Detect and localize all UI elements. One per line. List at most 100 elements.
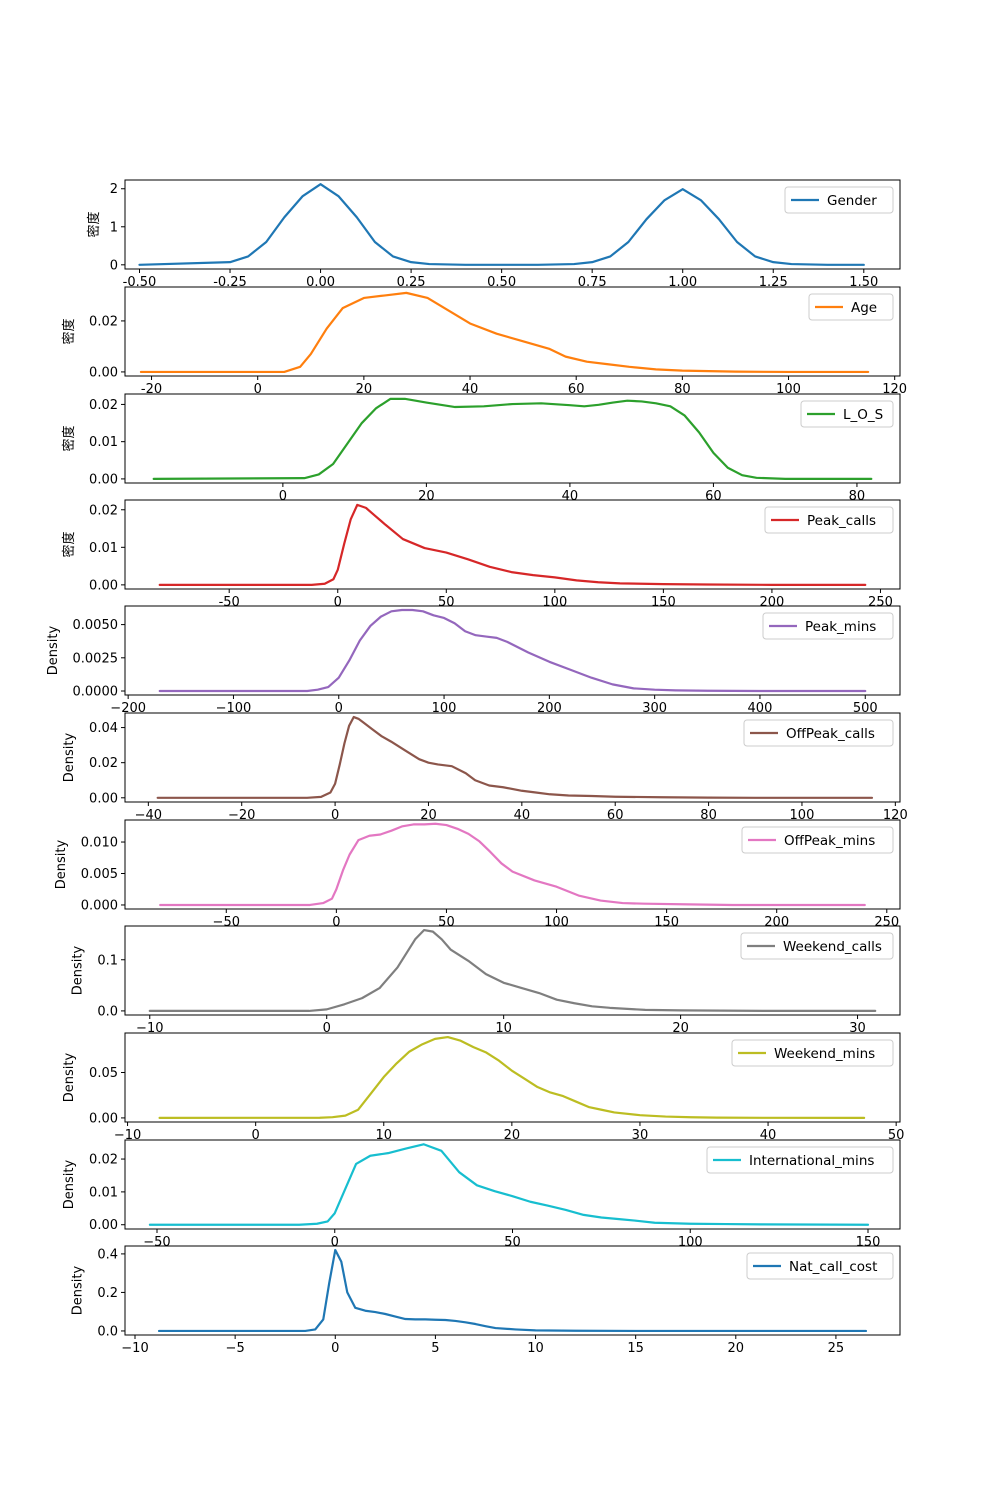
axes-frame (124, 1032, 901, 1123)
y-tick-label: 0.02 (89, 756, 118, 771)
series-line-Age (139, 291, 870, 374)
y-tick-label: 2 (110, 182, 118, 197)
x-tick-label: −50 (213, 915, 240, 930)
subplot-11: −10 −5 0 5 10 15 20 25 0.0 0.2 0.4 Density Nat_call_… (70, 1245, 901, 1356)
x-tick-label: 40 (514, 808, 531, 823)
y-tick-label: 0.4 (97, 1247, 118, 1262)
subplot-5: −200 −100 0 100 200 300 400 500 0.0000 0.0025 0.00… (46, 605, 901, 716)
y-axis-label: Density (70, 945, 85, 995)
x-tick-label: 500 (853, 701, 878, 716)
x-tick-label: 20 (504, 1128, 521, 1143)
y-tick-label: 1 (110, 220, 118, 235)
series-line-Weekend_mins (158, 1035, 866, 1120)
subplot-3: 0 20 40 60 80 0.00 0.01 0.02 密度 L_O_S (61, 393, 901, 504)
x-tick-label: 40 (760, 1128, 777, 1143)
x-tick-label: 40 (462, 382, 479, 397)
x-tick-label: 1.00 (668, 275, 697, 290)
y-tick-label: 0.000 (81, 898, 118, 913)
x-tick-label: 0.50 (487, 275, 516, 290)
series-line-Peak_mins (158, 608, 867, 693)
x-tick-label: 60 (607, 808, 624, 823)
x-tick-label: 200 (760, 595, 785, 610)
legend-label: OffPeak_calls (786, 726, 875, 742)
legend-label: OffPeak_mins (784, 833, 875, 849)
legend-label: Peak_mins (805, 619, 876, 635)
x-tick-label: 20 (420, 808, 437, 823)
x-tick-label: 0 (331, 1235, 339, 1250)
x-tick-label: 20 (418, 489, 435, 504)
x-tick-label: 80 (674, 382, 691, 397)
x-tick-label: 100 (542, 595, 567, 610)
legend: L_O_S (800, 400, 894, 428)
x-tick-label: 100 (432, 701, 457, 716)
y-tick-label: 0.00 (89, 1111, 118, 1126)
x-tick-label: 150 (654, 915, 679, 930)
series-line-International_mins (148, 1143, 870, 1226)
y-tick-label: 0.00 (89, 1218, 118, 1233)
x-tick-label: 0 (335, 701, 343, 716)
x-tick-label: 250 (874, 915, 899, 930)
x-tick-label: 80 (849, 489, 866, 504)
legend-box (808, 293, 894, 321)
axes-frame (124, 179, 901, 270)
series-line-Nat_call_cost (157, 1248, 868, 1333)
subplot-8: −10 0 10 20 30 0.0 0.1 Density Weekend_calls (70, 925, 901, 1036)
legend-label: L_O_S (843, 407, 883, 423)
x-tick-label: 0.25 (397, 275, 426, 290)
legend-box (784, 186, 894, 214)
y-tick-label: 0.05 (89, 1066, 118, 1081)
subplot-1: -0.50 -0.25 0.00 0.25 0.50 0.75 1.00 1.25 1.50 0 1… (86, 179, 901, 290)
x-tick-label: 0 (334, 595, 342, 610)
x-tick-label: 10 (375, 1128, 392, 1143)
y-tick-label: 0.02 (89, 503, 118, 518)
y-axis-label: Density (54, 839, 69, 889)
legend-box (746, 1252, 894, 1280)
x-tick-label: 0 (252, 1128, 260, 1143)
y-tick-label: 0.00 (89, 365, 118, 380)
legend-box (741, 826, 894, 854)
x-tick-label: −40 (135, 808, 162, 823)
legend-label: International_mins (749, 1153, 874, 1169)
x-tick-label: 25 (828, 1341, 845, 1356)
legend-label: Weekend_mins (774, 1046, 875, 1062)
x-tick-label: 120 (883, 808, 908, 823)
legend: International_mins (706, 1146, 894, 1174)
subplot-6: −40 −20 0 20 40 60 80 100 120 0.00 0.02 0.04 Density… (62, 712, 908, 823)
x-tick-label: 80 (700, 808, 717, 823)
x-tick-label: 30 (632, 1128, 649, 1143)
legend: OffPeak_calls (743, 719, 894, 747)
y-axis-label: Density (62, 1159, 77, 1209)
x-tick-label: −50 (143, 1235, 170, 1250)
legend-box (743, 719, 894, 747)
x-tick-label: 20 (672, 1021, 689, 1036)
y-tick-label: 0.02 (89, 1153, 118, 1168)
y-tick-label: 0.0 (97, 1324, 118, 1339)
series-line-Peak_calls (158, 503, 867, 586)
x-tick-label: 250 (868, 595, 893, 610)
x-tick-label: -50 (219, 595, 240, 610)
x-tick-label: 0 (332, 915, 340, 930)
y-tick-label: 0.02 (89, 314, 118, 329)
x-tick-label: 10 (527, 1341, 544, 1356)
x-tick-label: 200 (764, 915, 789, 930)
x-tick-label: 100 (776, 382, 801, 397)
x-tick-label: 100 (678, 1235, 703, 1250)
legend-box (764, 506, 894, 534)
legend-box (800, 400, 894, 428)
y-tick-label: 0.01 (89, 1185, 118, 1200)
legend-label: Weekend_calls (783, 939, 882, 955)
x-tick-label: 50 (438, 915, 455, 930)
x-tick-label: -0.25 (213, 275, 247, 290)
legend: Peak_mins (762, 612, 894, 640)
x-tick-label: 200 (537, 701, 562, 716)
legend-box (740, 932, 894, 960)
subplot-10: −50 0 50 100 150 0.00 0.01 0.02 Density Internati… (62, 1139, 901, 1250)
x-tick-label: 1.50 (849, 275, 878, 290)
legend-box (731, 1039, 894, 1067)
x-tick-label: 0 (279, 489, 287, 504)
legend: Gender (784, 186, 894, 214)
legend-box (762, 612, 894, 640)
series-line-OffPeak_mins (159, 822, 866, 907)
legend: Age (808, 293, 894, 321)
